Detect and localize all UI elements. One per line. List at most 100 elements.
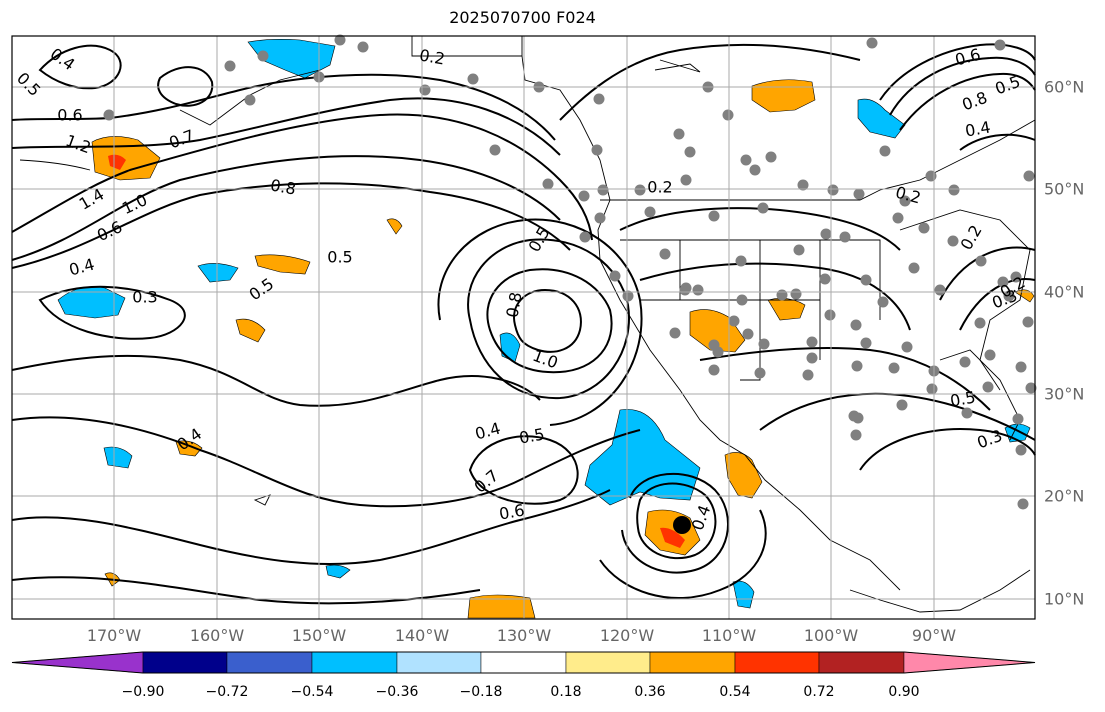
station-dot [1015,444,1027,456]
station-dot [824,309,836,321]
station-dot [659,248,671,260]
station-dot [708,210,720,222]
station-dot [776,289,788,301]
orange-fill [1014,289,1035,303]
contour-label: 0.5 [13,69,44,100]
station-dot [419,84,431,96]
station-dot [974,317,986,329]
station-dot [1025,382,1037,394]
station-dot [866,37,878,49]
orange-fill [235,318,266,343]
contour-label: 0.2 [418,45,446,68]
station-dot [357,41,369,53]
station-dot [899,195,911,207]
station-dot [680,174,692,186]
station-dot [765,151,777,163]
station-dot [1023,170,1035,182]
colorbar-segment [396,651,482,674]
blue-fill [732,580,755,609]
station-dot [851,360,863,372]
station-dot [793,244,805,256]
station-dot [758,338,770,350]
station-dot [827,184,839,196]
station-dot [888,362,900,374]
station-dot [673,128,685,140]
orange-fill [767,298,806,321]
contour-label: 0.6 [57,106,82,125]
station-dot [593,93,605,105]
colorbar-outline [11,651,1036,674]
station-dot [749,164,761,176]
colorbar-segment [311,651,398,674]
colorbar-segment [903,651,1036,674]
station-dot [860,274,872,286]
red-fill [108,154,126,170]
orange-fill [254,254,311,275]
colorbar-tick-label: −0.90 [121,684,165,700]
station-dot [224,60,236,72]
longitude-label: 120°W [599,626,655,645]
station-dot [806,336,818,348]
blue-fill [584,409,701,506]
station-dot [797,179,809,191]
colorbar-tick-label: −0.18 [459,684,503,700]
station-dot [754,367,766,379]
latitude-label: 40°N [1044,282,1085,302]
longitude-label: 170°W [86,626,142,645]
station-dot [790,288,802,300]
station-dot [839,231,851,243]
station-dot [975,255,987,267]
contour-label: 0.5 [518,424,546,447]
colorbar-tick-label: 0.18 [550,684,582,700]
station-dot [728,315,740,327]
station-dot [708,364,720,376]
longitude-label: 130°W [496,626,552,645]
station-dot [947,235,959,247]
station-dot [901,341,913,353]
colorbar-tick-label: 0.72 [803,684,835,700]
colorbar-segment [11,651,144,674]
station-dot [679,284,691,296]
station-dot [579,231,591,243]
longitude-label: 100°W [803,626,859,645]
station-dot [926,383,938,395]
contour-label: 0.8 [269,175,297,198]
contour-label: 0.4 [473,419,503,444]
colorbar-segment [734,651,820,674]
station-dot [982,381,994,393]
station-dot [712,346,724,358]
colorbar-segment [142,651,228,674]
contour-label: 0.2 [894,183,924,208]
station-dot [334,34,346,46]
station-dot [591,144,603,156]
colorbar-tick-label: −0.54 [290,684,334,700]
station-dot [994,39,1006,51]
station-dot [684,146,696,158]
colorbar-tick-label: 0.36 [634,684,666,700]
station-dot [594,212,606,224]
station-dot [802,369,814,381]
station-dot [1010,271,1022,283]
latitude-label: 30°N [1044,384,1085,404]
station-dot [542,178,554,190]
contour-label: 0.7 [471,466,503,497]
station-dot [819,273,831,285]
station-dot [578,190,590,202]
colorbar-tick-label: −0.72 [205,684,249,700]
contour-label: 0.4 [688,502,715,532]
gridlines [12,36,1035,619]
contour-label: 0.5 [327,248,352,267]
station-dot [908,262,920,274]
contour-label: 1.2 [63,131,93,158]
station-dot [757,202,769,214]
station-dot [1022,316,1034,328]
station-dot [622,290,634,302]
colorbar-tick-label: 0.54 [719,684,751,700]
colorbar-segment [226,651,313,674]
anomaly-fills [57,39,1035,619]
station-dot [597,184,609,196]
red-fill [660,527,685,548]
station-dot [896,399,908,411]
colorbar-segment [818,651,905,674]
contour-label: 0.4 [964,117,992,140]
